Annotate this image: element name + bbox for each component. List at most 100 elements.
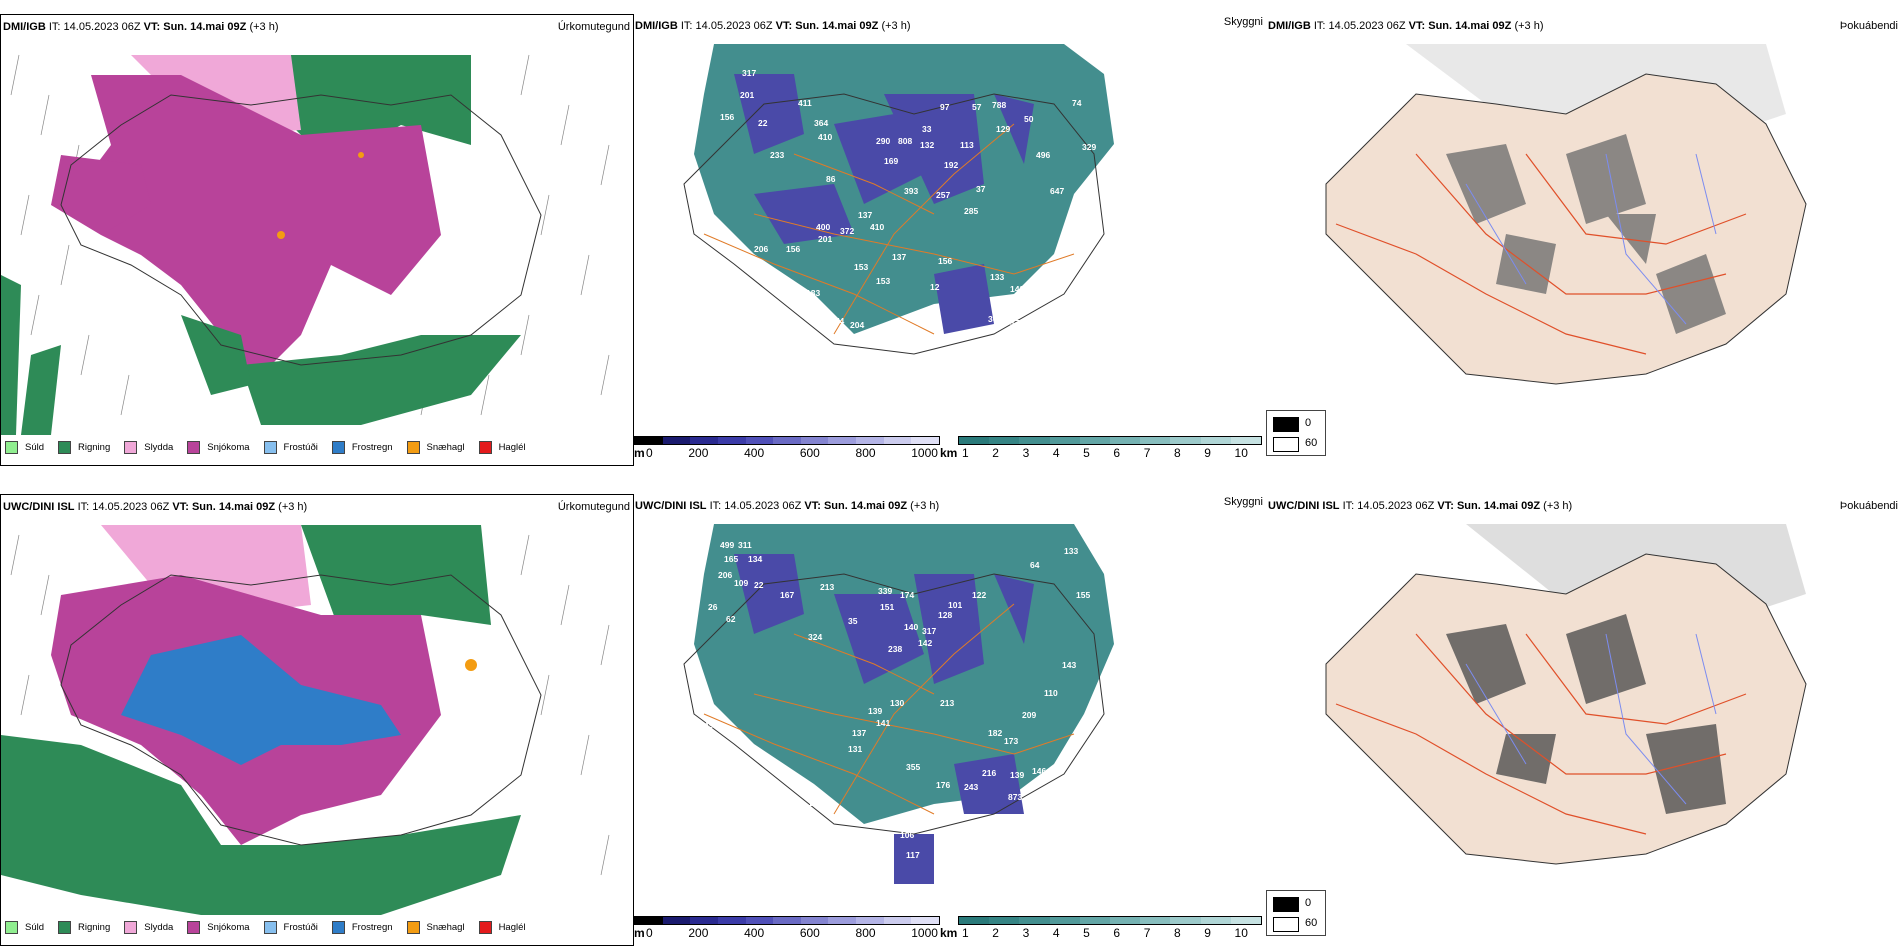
tick: 7 xyxy=(1143,926,1151,940)
visibility-panel-top: DMI/IGB IT: 14.05.2023 06Z VT: Sun. 14.m… xyxy=(634,14,1264,464)
cbar-seg xyxy=(1049,437,1080,444)
height-label: 290 xyxy=(876,136,890,146)
precip-map-top xyxy=(1,54,610,435)
height-label: 106 xyxy=(900,830,914,840)
height-label: 86 xyxy=(826,174,836,184)
height-label: 139 xyxy=(1010,770,1024,780)
cbar-seg xyxy=(828,437,857,444)
height-colorbar-bottom xyxy=(634,916,940,925)
legend-label: Haglél xyxy=(498,922,526,933)
tick: 8 xyxy=(1173,926,1181,940)
fog-map-top xyxy=(1325,44,1807,385)
panel-title: Skyggni xyxy=(1223,496,1263,508)
cbar-seg xyxy=(662,437,691,444)
legend-label: Snæhagl xyxy=(426,442,465,453)
model-name: UWC/DINI ISL xyxy=(3,501,75,513)
visibility-panel-bottom: UWC/DINI ISL IT: 14.05.2023 06Z VT: Sun.… xyxy=(634,494,1264,944)
height-label: 12 xyxy=(930,282,940,292)
height-label: 411 xyxy=(798,98,812,108)
height-label: 365 xyxy=(988,314,1002,324)
legend-item-frostregn: Frostregn xyxy=(331,441,393,454)
cbar-seg xyxy=(635,917,663,924)
legend-label: Frostúði xyxy=(283,922,318,933)
height-label: 233 xyxy=(770,150,784,160)
cbar-seg xyxy=(1019,917,1050,924)
swatch xyxy=(406,441,420,454)
legend-label: Slydda xyxy=(144,922,174,933)
vis-unit: km xyxy=(940,446,958,460)
swatch xyxy=(5,921,18,934)
fog-legend-top: 0 60 xyxy=(1266,410,1326,456)
height-label: 151 xyxy=(880,602,894,612)
it-value: 14.05.2023 06Z xyxy=(1357,500,1435,512)
vt-value: Sun. 14.mai 09Z xyxy=(163,21,247,33)
legend-item-haglel: Haglél xyxy=(478,921,526,934)
tick: 600 xyxy=(799,926,820,940)
header-bottom-mid: UWC/DINI ISL IT: 14.05.2023 06Z VT: Sun.… xyxy=(635,500,939,512)
height-label: 201 xyxy=(818,234,832,244)
cbar-seg xyxy=(1170,437,1201,444)
height-label: 873 xyxy=(1008,792,1022,802)
vis-ticks-top: 1 2 3 4 5 6 7 8 9 10 xyxy=(962,446,1248,460)
tick: 400 xyxy=(744,926,765,940)
height-label: 160 xyxy=(768,356,782,366)
it-label: IT: xyxy=(680,20,693,32)
height-label: 97 xyxy=(940,102,950,112)
roads xyxy=(1335,153,1747,355)
fog-dark-areas xyxy=(1446,134,1726,334)
cbar-seg xyxy=(773,437,801,444)
cbar-seg xyxy=(1079,437,1111,444)
it-label: IT: xyxy=(48,21,61,33)
it-label: IT: xyxy=(1313,20,1326,32)
roads xyxy=(1335,633,1747,835)
fog-swatch-0 xyxy=(1273,417,1299,432)
it-label: IT: xyxy=(709,500,722,512)
height-label: 317 xyxy=(922,626,936,636)
height-label: 206 xyxy=(718,570,732,580)
header-bottom-left: UWC/DINI ISL IT: 14.05.2023 06Z VT: Sun.… xyxy=(3,501,307,513)
panel-title: Þokuábendi xyxy=(1839,500,1898,512)
height-label: 393 xyxy=(904,186,918,196)
height-label: 324 xyxy=(808,632,822,642)
tick: 3 xyxy=(1022,926,1030,940)
legend-item-rigning: Rigning xyxy=(58,441,110,454)
iceland-outline xyxy=(60,574,542,846)
it-value: 14.05.2023 06Z xyxy=(724,500,802,512)
tick: 6 xyxy=(1113,926,1121,940)
height-label: 131 xyxy=(848,744,862,754)
tick: 4 xyxy=(1052,446,1060,460)
height-label: 129 xyxy=(996,124,1010,134)
swatch xyxy=(58,441,72,454)
legend-label: Haglél xyxy=(498,442,526,453)
cbar-seg xyxy=(1049,917,1080,924)
height-label: 204 xyxy=(850,320,864,330)
fog-label-0: 0 xyxy=(1305,417,1312,429)
height-unit: m xyxy=(634,926,645,940)
swatch xyxy=(478,921,492,934)
height-label: 141 xyxy=(876,718,890,728)
height-label: 74 xyxy=(1072,98,1082,108)
legend-item-frostregn: Frostregn xyxy=(331,921,393,934)
height-label: 115 xyxy=(808,798,822,808)
height-label: 355 xyxy=(906,762,920,772)
height-label: 133 xyxy=(990,272,1004,282)
swatch xyxy=(263,921,277,934)
height-label: 192 xyxy=(944,160,958,170)
swatch xyxy=(263,441,277,454)
iceland-outline xyxy=(683,573,1105,835)
header-top-right: DMI/IGB IT: 14.05.2023 06Z VT: Sun. 14.m… xyxy=(1268,20,1544,32)
height-label: 153 xyxy=(854,262,868,272)
tick: 1 xyxy=(962,446,969,460)
height-label: 142 xyxy=(918,638,932,648)
cbar-seg xyxy=(717,917,746,924)
legend-item-suld: Súld xyxy=(5,921,44,934)
legend-item-frostudi: Frostúði xyxy=(263,921,318,934)
legend-label: Snæhagl xyxy=(426,922,465,933)
fog-panel-top: DMI/IGB IT: 14.05.2023 06Z VT: Sun. 14.m… xyxy=(1266,14,1900,464)
height-label: 209 xyxy=(1022,710,1036,720)
fog-dark-areas xyxy=(1446,614,1726,814)
height-label: 174 xyxy=(900,590,914,600)
tick: 200 xyxy=(688,446,709,460)
height-label: 285 xyxy=(964,206,978,216)
height-label: 37 xyxy=(976,184,986,194)
